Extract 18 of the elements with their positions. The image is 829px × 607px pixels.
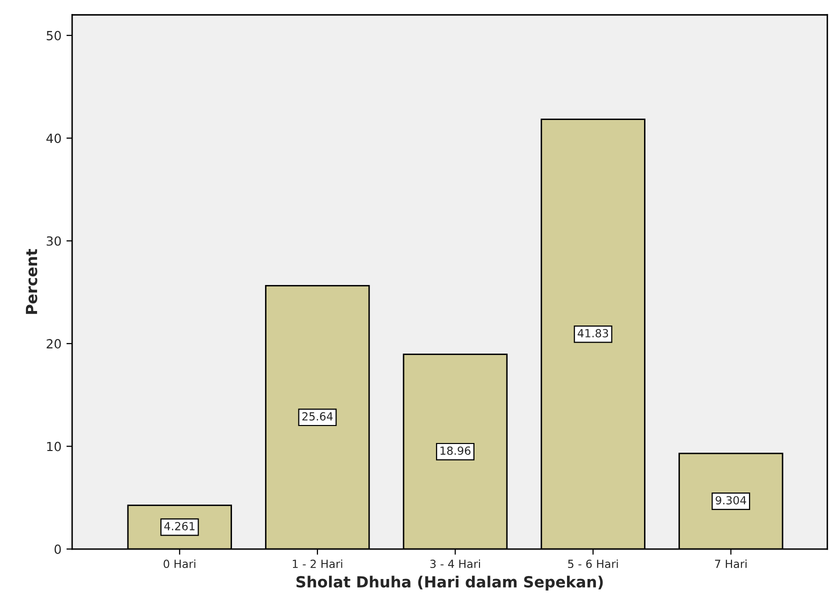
y-tick-label: 10 [47, 442, 61, 452]
x-tick-label: 1 - 2 Hari [292, 559, 342, 568]
y-axis-title: Percent [26, 248, 38, 314]
y-tick-label: 0 [54, 544, 61, 554]
x-tick-label: 0 Hari [164, 559, 196, 568]
data-label: 25.64 [302, 412, 333, 421]
x-tick-label: 3 - 4 Hari [430, 559, 480, 568]
x-tick-label: 7 Hari [715, 559, 747, 568]
x-axis-title: Sholat Dhuha (Hari dalam Sepekan) [296, 576, 603, 591]
y-tick-label: 50 [46, 30, 61, 40]
y-tick-label: 30 [46, 236, 61, 246]
y-tick-label: 40 [46, 134, 61, 144]
x-tick-label: 5 - 6 Hari [568, 559, 618, 568]
data-label: 4.261 [164, 522, 194, 530]
data-label: 9.304 [716, 496, 746, 504]
data-label: 41.83 [578, 329, 608, 338]
y-tick-label: 20 [46, 339, 61, 349]
data-label: 18.96 [440, 446, 470, 455]
